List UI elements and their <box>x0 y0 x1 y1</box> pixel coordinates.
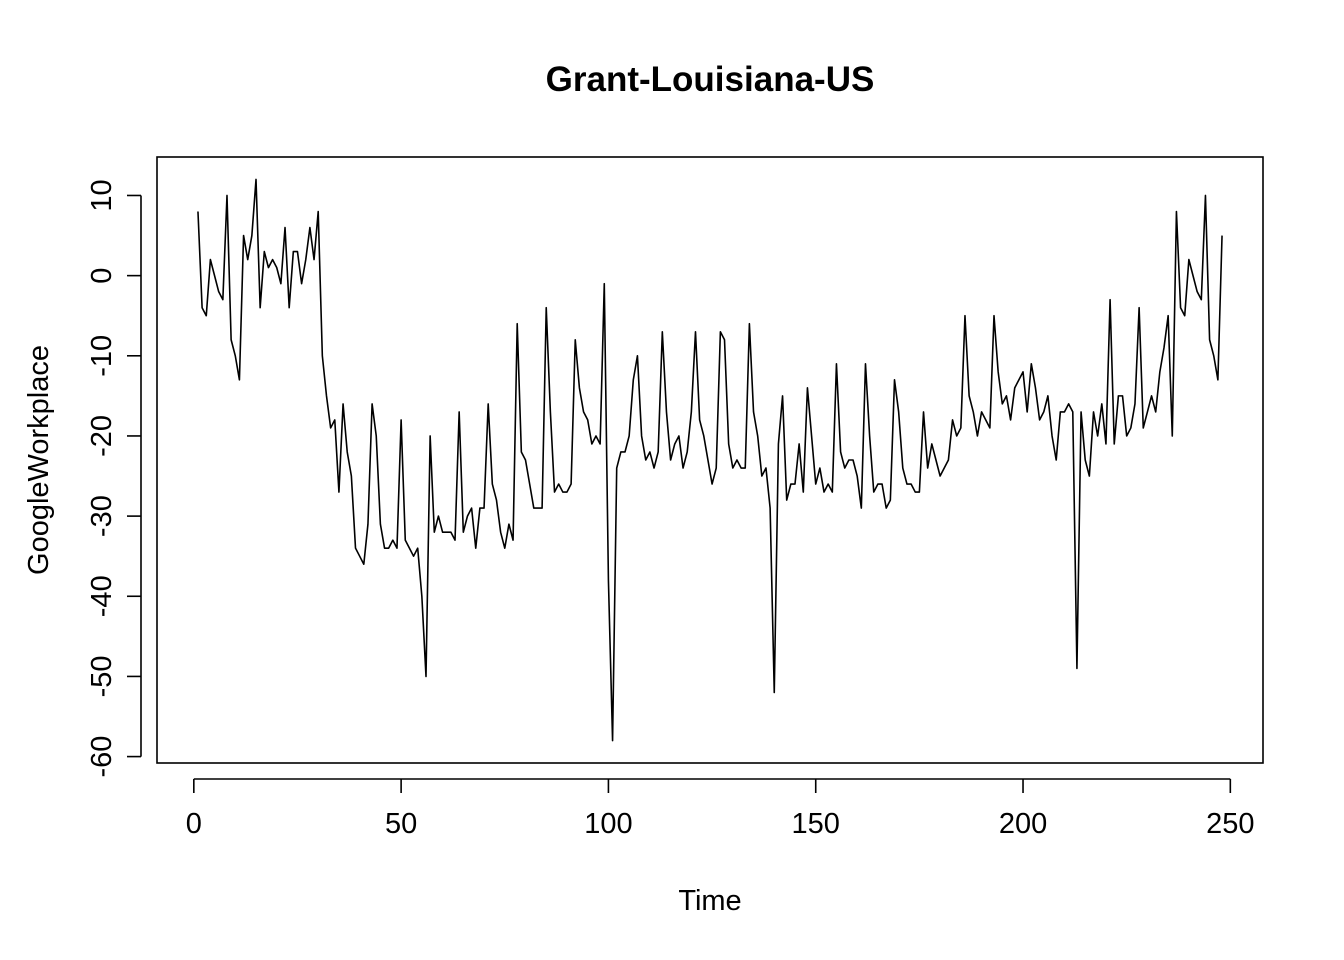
x-axis: 0 50 100 150 200 250 <box>186 778 1255 840</box>
plot-frame <box>156 156 1264 764</box>
y-axis-label: GoogleWorkplace <box>23 345 55 575</box>
x-tick-label: 50 <box>385 808 417 840</box>
y-tick-label: -10 <box>86 335 118 377</box>
x-tick-label: 200 <box>999 808 1047 840</box>
chart-title: Grant-Louisiana-US <box>546 60 875 99</box>
y-tick-label: -20 <box>86 415 118 457</box>
x-tick-label: 100 <box>584 808 632 840</box>
y-tick-label: -30 <box>86 495 118 537</box>
y-tick-label: -60 <box>86 736 118 778</box>
y-tick-label: -50 <box>86 655 118 697</box>
series-line <box>197 178 1223 742</box>
y-tick-label: 0 <box>86 268 118 284</box>
y-tick-label: -40 <box>86 575 118 617</box>
y-axis: -60 -50 -40 -30 -20 -10 0 10 <box>86 179 142 778</box>
x-tick-label: 150 <box>792 808 840 840</box>
x-tick-label: 250 <box>1206 808 1254 840</box>
y-tick-label: 10 <box>86 179 118 211</box>
x-axis-label: Time <box>678 885 741 917</box>
x-tick-label: 0 <box>186 808 202 840</box>
